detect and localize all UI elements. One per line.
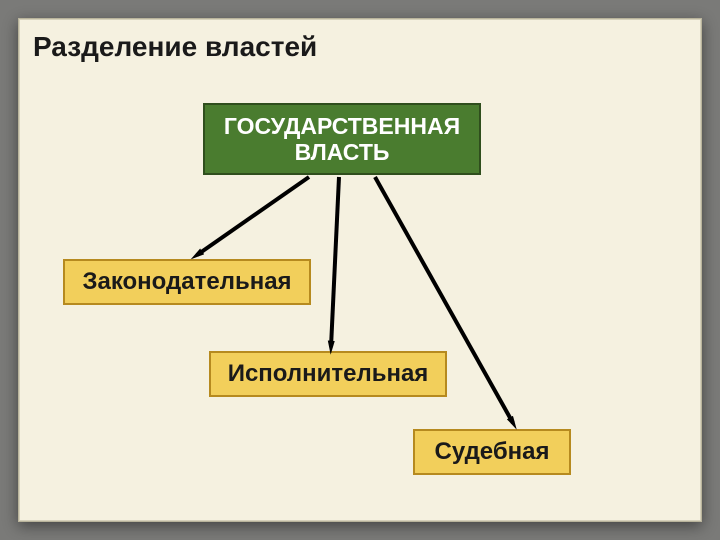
slide-outer: Разделение властей ГОСУДАРСТВЕННАЯ ВЛАСТ… — [0, 0, 720, 540]
slide-card: Разделение властей ГОСУДАРСТВЕННАЯ ВЛАСТ… — [18, 18, 702, 522]
slide-title: Разделение властей — [33, 31, 317, 63]
node-executive: Исполнительная — [209, 351, 447, 397]
node-state-power: ГОСУДАРСТВЕННАЯ ВЛАСТЬ — [203, 103, 481, 175]
node-judicial: Судебная — [413, 429, 571, 475]
node-legislative: Законодательная — [63, 259, 311, 305]
